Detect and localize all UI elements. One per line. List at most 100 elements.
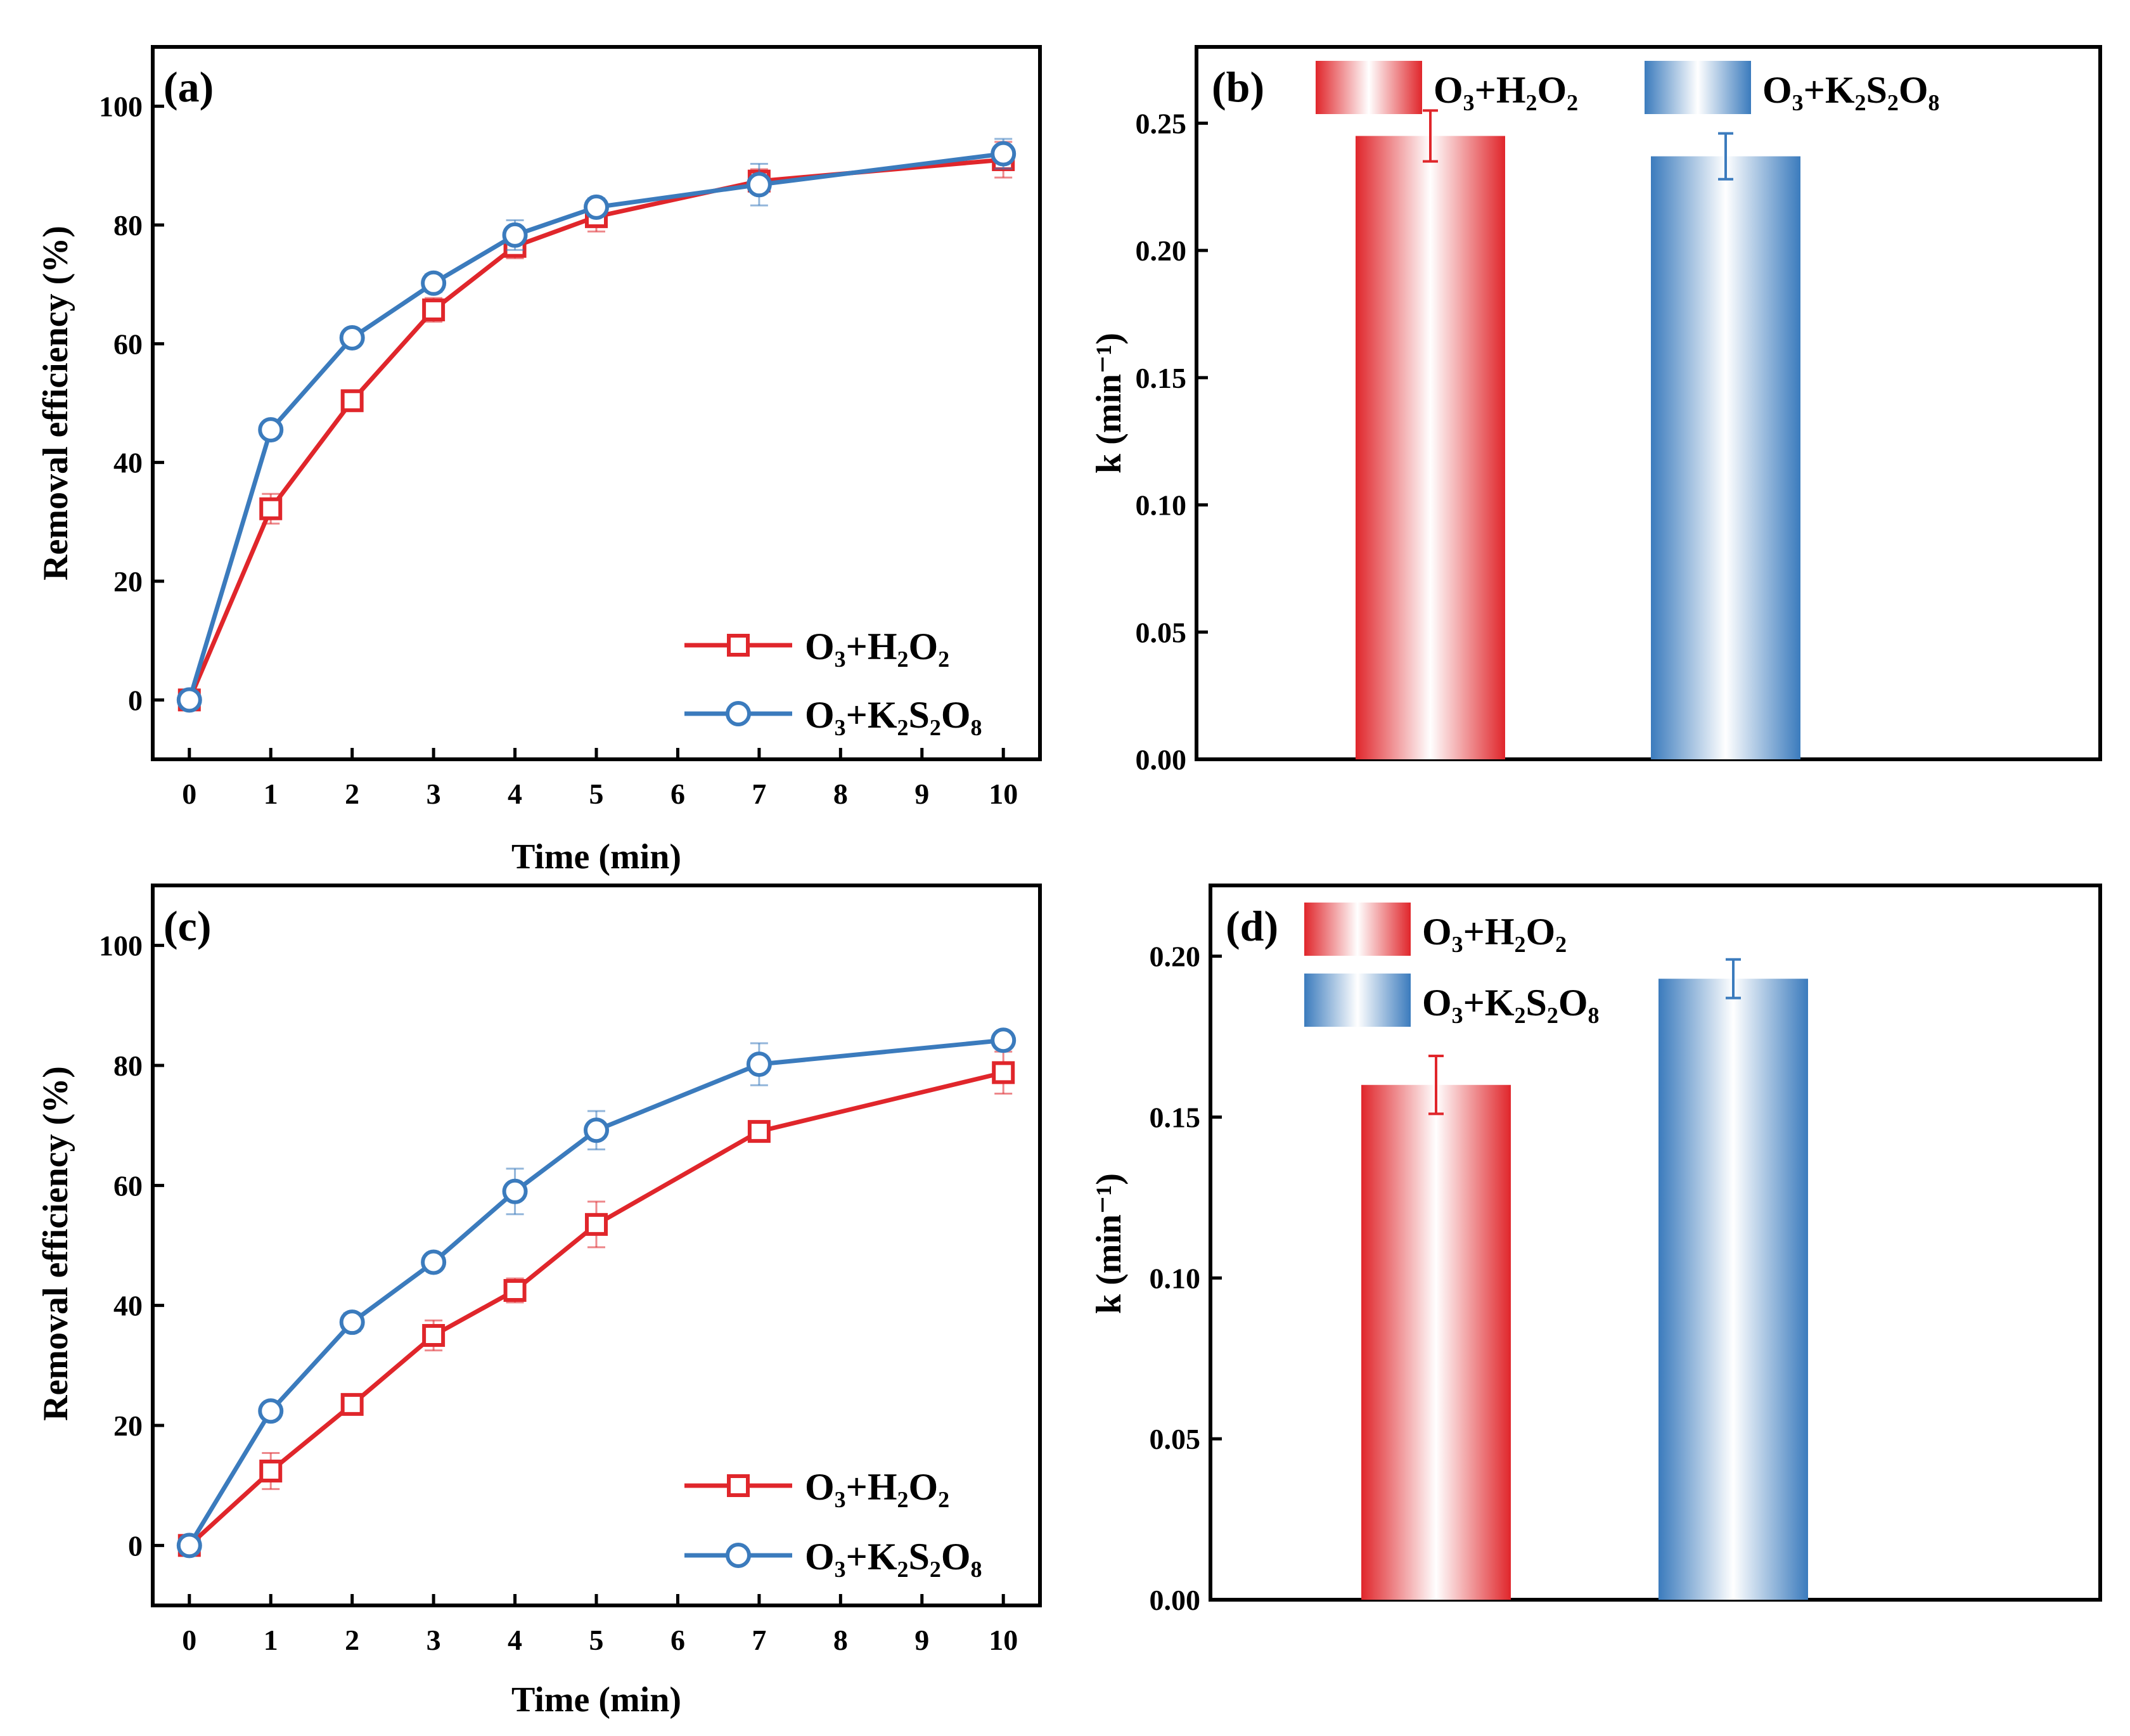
legend-swatch	[1316, 61, 1422, 114]
ytick-label: 0.25	[1136, 107, 1187, 139]
ytick-label: 0.00	[1150, 1584, 1201, 1616]
xtick-label: 6	[670, 1624, 685, 1656]
panel-a-tag: (a)	[164, 63, 214, 111]
data-point	[421, 270, 447, 296]
xtick-label: 9	[914, 1624, 929, 1656]
series-line	[187, 157, 1004, 701]
panel-b-ylabel: k (min⁻¹)	[1089, 333, 1129, 473]
panel-d-marks: 0.00 0.05 0.10 0.15 0.20 O₃+H₂O₂ O₃+K₂S₂O₈	[1150, 903, 1808, 1616]
ytick-label: 80	[113, 1050, 143, 1082]
legend-label: O₃+K₂S₂O₈	[1422, 982, 1600, 1024]
data-point	[421, 1249, 447, 1275]
xtick-label: 2	[345, 1624, 359, 1656]
panel-d-bar-chart: 0.00 0.05 0.10 0.15 0.20 O₃+H₂O₂ O₃+K₂S₂O₈ (d)…	[1089, 884, 2102, 1616]
xtick-label: 1	[264, 778, 278, 810]
panel-a-marks: 0 20 40 60 80 100 0 1 2 3 4 5 6 7 8 9 10 O₃+H₂O₂ O₃+K₂S₂O₈	[99, 91, 1018, 810]
ytick-label: 60	[113, 1169, 143, 1202]
panel-d-frame	[1209, 884, 2102, 1602]
ytick-label: 20	[113, 565, 143, 598]
ytick-label: 100	[99, 930, 143, 962]
panel-c-marks: 0 20 40 60 80 100 0 1 2 3 4 5 6 7 8 9 10 O₃+H₂O₂ O₃+K₂S₂O₈	[99, 930, 1018, 1656]
xtick-label: 7	[752, 1624, 766, 1656]
data-point	[746, 172, 772, 198]
xtick-label: 4	[508, 1624, 522, 1656]
legend-label: O₃+H₂O₂	[1434, 69, 1578, 111]
panel-a-xlabel: Time (min)	[511, 837, 681, 877]
data-point	[585, 1212, 608, 1236]
xtick-label: 0	[182, 778, 196, 810]
ytick-label: 100	[99, 91, 143, 123]
legend-marker	[726, 701, 751, 726]
ytick-label: 0.05	[1150, 1423, 1201, 1455]
data-point	[747, 1120, 771, 1143]
xtick-label: 2	[345, 778, 359, 810]
series-line	[187, 151, 1004, 701]
ytick-label: 0.20	[1136, 235, 1187, 267]
ytick-label: 0.10	[1136, 489, 1187, 522]
ytick-label: 40	[113, 1290, 143, 1322]
panel-c-ylabel: Removal efficiency (%)	[36, 1066, 75, 1421]
panel-d-tag: (d)	[1226, 902, 1278, 950]
ytick-label: 0.10	[1150, 1262, 1201, 1294]
ytick-label: 40	[113, 447, 143, 479]
legend-marker	[727, 634, 750, 657]
data-point	[259, 497, 283, 520]
data-point	[584, 194, 609, 220]
legend-marker	[727, 1474, 750, 1497]
legend-label: O₃+H₂O₂	[805, 626, 949, 667]
legend-swatch	[1304, 903, 1411, 956]
xtick-label: 4	[508, 778, 522, 810]
panel-b-tag: (b)	[1212, 63, 1264, 111]
bar	[1361, 1084, 1511, 1600]
xtick-label: 3	[427, 1624, 441, 1656]
legend-label: O₃+K₂S₂O₈	[805, 1536, 982, 1578]
xtick-label: 6	[670, 778, 685, 810]
data-point	[339, 325, 365, 350]
xtick-label: 8	[833, 778, 848, 810]
panel-b-marks: 0.00 0.05 0.10 0.15 0.20 0.25 O₃+H₂O₂ O₃+K₂S₂O₈	[1136, 61, 1940, 776]
series-line	[187, 1038, 1004, 1547]
xtick-label: 3	[427, 778, 441, 810]
data-point	[340, 1392, 364, 1416]
xtick-label: 5	[589, 1624, 604, 1656]
data-point	[503, 1279, 527, 1302]
panel-b-frame	[1195, 45, 2102, 761]
ytick-label: 0	[128, 684, 143, 716]
data-point	[992, 1061, 1015, 1084]
ytick-label: 0.15	[1150, 1102, 1201, 1134]
xtick-label: 0	[182, 1624, 196, 1656]
data-point	[502, 1178, 528, 1204]
panel-a-ylabel: Removal efficiency (%)	[36, 226, 75, 581]
panel-b-bar-chart: 0.00 0.05 0.10 0.15 0.20 0.25 O₃+H₂O₂ O₃+K₂S₂O₈…	[1089, 45, 2102, 776]
xtick-label: 10	[989, 778, 1018, 810]
bar	[1356, 136, 1505, 759]
data-point	[991, 141, 1017, 167]
xtick-label: 5	[589, 778, 604, 810]
ytick-label: 0	[128, 1529, 143, 1562]
legend-label: O₃+H₂O₂	[805, 1466, 949, 1508]
legend-label: O₃+K₂S₂O₈	[805, 694, 982, 736]
legend-label: O₃+K₂S₂O₈	[1762, 69, 1940, 111]
data-point	[258, 417, 284, 443]
data-point	[422, 298, 446, 321]
data-point	[746, 1051, 772, 1077]
panel-a-line-chart: 0 20 40 60 80 100 0 1 2 3 4 5 6 7 8 9 10 O₃+H₂O₂ O₃+K₂S₂O₈…	[36, 45, 1042, 877]
ytick-label: 60	[113, 328, 143, 360]
ytick-label: 20	[113, 1410, 143, 1442]
panel-c-line-chart: 0 20 40 60 80 100 0 1 2 3 4 5 6 7 8 9 10 O₃+H₂O₂ O₃+K₂S₂O₈…	[36, 884, 1042, 1720]
data-point	[258, 1398, 284, 1424]
legend-marker	[726, 1543, 751, 1568]
data-point	[176, 687, 202, 713]
data-point	[339, 1309, 365, 1335]
xtick-label: 9	[914, 778, 929, 810]
panel-d-ylabel: k (min⁻¹)	[1089, 1173, 1129, 1314]
data-point	[176, 1533, 202, 1559]
bar	[1651, 156, 1800, 760]
ytick-label: 0.20	[1150, 941, 1201, 973]
panel-c-tag: (c)	[164, 902, 211, 950]
xtick-label: 8	[833, 1624, 848, 1656]
legend-swatch	[1304, 974, 1411, 1027]
legend-swatch	[1645, 61, 1751, 114]
xtick-label: 10	[989, 1624, 1018, 1656]
data-point	[502, 222, 528, 248]
